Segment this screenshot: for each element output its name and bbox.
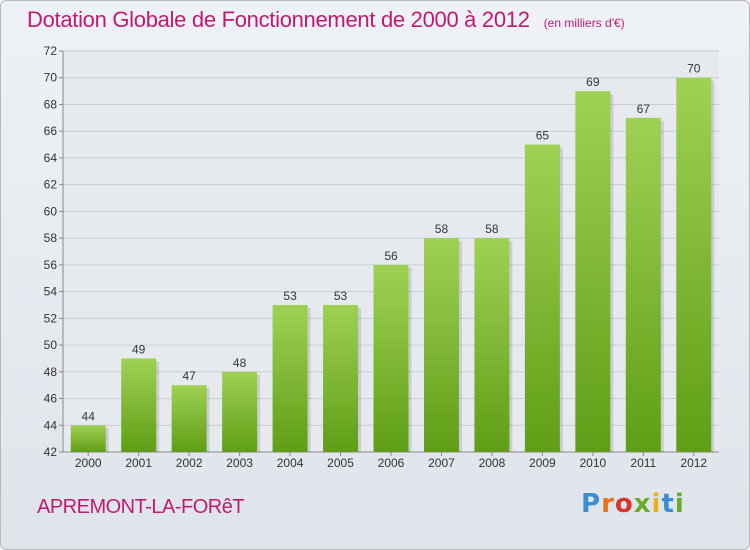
data-label: 47 — [182, 369, 196, 383]
y-tick-label: 58 — [44, 231, 58, 245]
x-tick-label: 2000 — [75, 456, 102, 470]
x-tick-label: 2003 — [226, 456, 253, 470]
bar — [676, 77, 712, 452]
x-tick-label: 2004 — [277, 456, 304, 470]
y-tick-label: 64 — [44, 151, 58, 165]
data-label: 53 — [334, 289, 348, 303]
x-tick-label: 2001 — [125, 456, 152, 470]
bar — [423, 238, 459, 452]
y-tick-label: 62 — [44, 178, 58, 192]
chart-subtitle: (en milliers d'€) — [543, 16, 625, 30]
y-tick-label: 60 — [44, 204, 58, 218]
bar — [121, 358, 157, 452]
x-tick-label: 2012 — [680, 456, 707, 470]
bar — [373, 264, 409, 452]
y-tick-label: 54 — [44, 285, 58, 299]
data-label: 44 — [82, 409, 96, 423]
data-label: 49 — [132, 342, 146, 356]
x-tick-label: 2002 — [176, 456, 203, 470]
x-tick-label: 2006 — [378, 456, 405, 470]
x-tick-label: 2008 — [479, 456, 506, 470]
data-label: 65 — [536, 129, 550, 143]
y-tick-label: 56 — [44, 258, 58, 272]
data-label: 58 — [485, 222, 499, 236]
y-tick-label: 44 — [44, 418, 58, 432]
y-tick-label: 46 — [44, 392, 58, 406]
title-text: Dotation Globale de Fonctionnement de 20… — [27, 7, 530, 32]
bar — [171, 385, 207, 452]
y-tick-label: 66 — [44, 124, 58, 138]
proxiti-logo: Proxiti — [581, 489, 685, 519]
data-label: 69 — [586, 75, 600, 89]
commune-name: APREMONT-LA-FORêT — [37, 496, 245, 518]
x-tick-label: 2005 — [327, 456, 354, 470]
data-label: 48 — [233, 356, 247, 370]
y-tick-label: 72 — [44, 44, 58, 58]
data-label: 70 — [687, 62, 701, 76]
x-tick-label: 2007 — [428, 456, 455, 470]
data-label: 58 — [435, 222, 449, 236]
data-label: 53 — [283, 289, 297, 303]
bar — [625, 117, 661, 452]
y-tick-label: 50 — [44, 338, 58, 352]
y-tick-label: 68 — [44, 97, 58, 111]
x-tick-label: 2009 — [529, 456, 556, 470]
bar — [323, 304, 359, 452]
x-tick-label: 2011 — [630, 456, 656, 470]
data-label: 56 — [384, 249, 398, 263]
data-label: 67 — [637, 102, 651, 116]
bar — [272, 304, 308, 452]
y-tick-label: 52 — [44, 311, 58, 325]
bar — [524, 144, 560, 453]
bar — [474, 238, 510, 452]
chart-title: Dotation Globale de Fonctionnement de 20… — [27, 7, 625, 33]
y-tick-label: 48 — [44, 365, 58, 379]
x-tick-label: 2010 — [579, 456, 606, 470]
bar — [575, 91, 611, 452]
bar — [70, 425, 106, 452]
y-tick-label: 42 — [44, 445, 58, 459]
bar — [222, 371, 258, 452]
y-tick-label: 70 — [44, 71, 58, 85]
